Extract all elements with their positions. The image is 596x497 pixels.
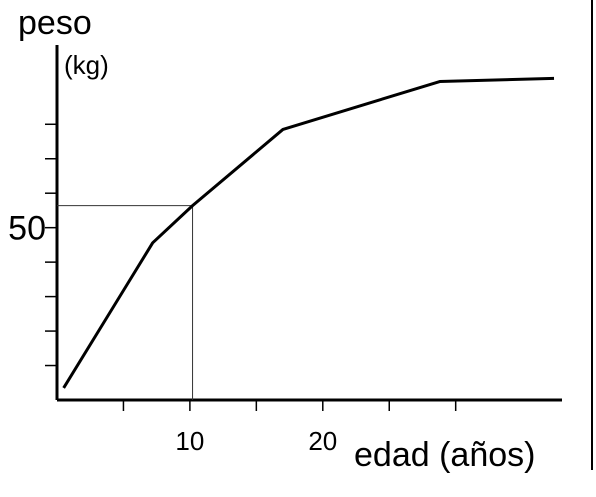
x-tick-label: 10 (175, 426, 204, 456)
x-axis-label: edad (años) (354, 436, 535, 474)
y-axis-label-unit: (kg) (64, 50, 109, 80)
y-axis-label: peso (18, 4, 92, 42)
y-tick-label: 50 (8, 210, 46, 248)
x-tick-label: 20 (308, 426, 337, 456)
data-line (62, 76, 555, 389)
